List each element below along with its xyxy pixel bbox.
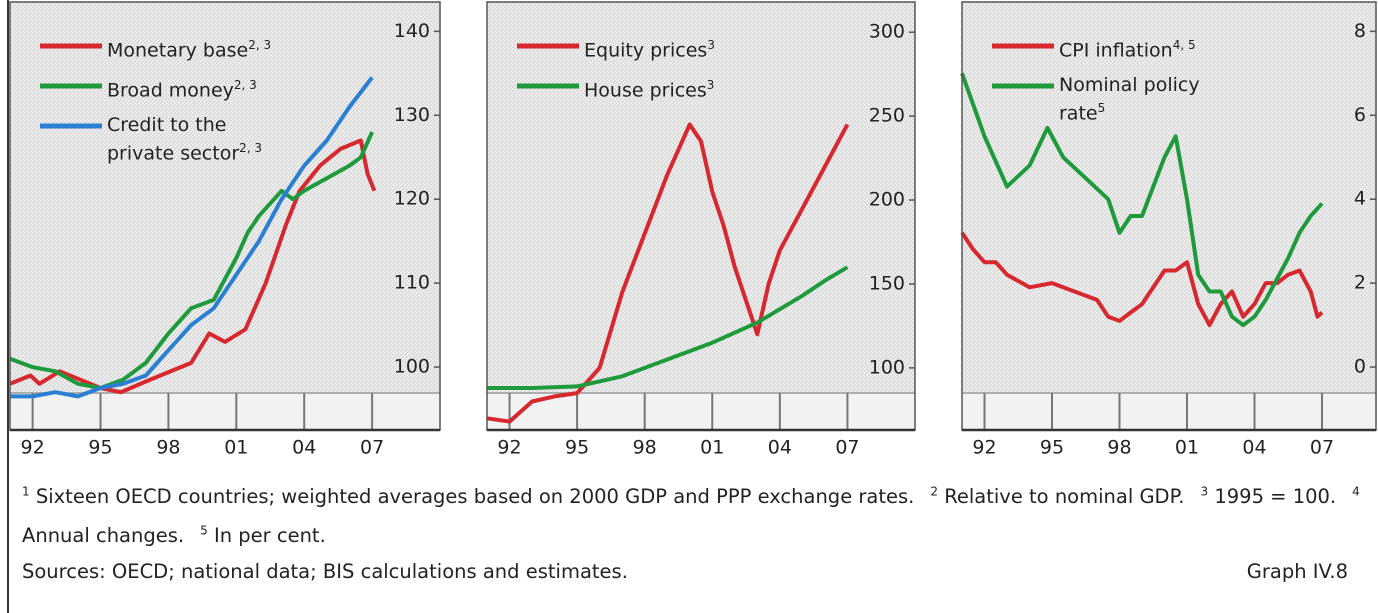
x-tick-label: 95	[565, 437, 589, 459]
x-tick-label: 98	[1107, 437, 1131, 459]
series-line	[9, 131, 374, 390]
x-tick-label: 92	[497, 437, 521, 459]
series-line	[10, 76, 374, 399]
footnote: 3 1995 = 100.	[1200, 484, 1337, 508]
footnote: 1 Sixteen OECD countries; weighted avera…	[22, 484, 915, 508]
sources: Sources: OECD; national data; BIS calcul…	[22, 560, 628, 583]
y-tick-label: 120	[394, 188, 430, 210]
y-tick-label: 6	[1354, 104, 1366, 126]
y-tick-label: 250	[869, 105, 905, 127]
footnote-text: Sixteen OECD countries; weighted average…	[35, 484, 915, 508]
legend-text: Monetary base	[107, 39, 249, 62]
legend-footnote: 4, 5	[1172, 38, 1196, 52]
legend-entry: Equity prices3	[584, 34, 762, 62]
legend-label: Broad money2, 3	[107, 74, 285, 102]
series-line	[960, 72, 1324, 328]
legend-footnote: 3	[706, 78, 715, 92]
legend-label: CPI inflation4, 5	[1059, 34, 1237, 62]
tick-band	[962, 393, 1376, 430]
legend-label: Equity prices3	[584, 34, 762, 62]
footnote: 5 In per cent.	[200, 523, 326, 548]
tick-band	[487, 393, 915, 430]
legend-entry: Broad money2, 3	[107, 74, 285, 102]
y-tick-label: 2	[1354, 272, 1366, 294]
legend-footnote: 5	[1097, 101, 1106, 115]
footnote-mark: 4	[1352, 484, 1360, 498]
footnote-mark: 5	[200, 523, 208, 538]
series-line	[487, 265, 849, 390]
y-tick-label: 100	[869, 356, 905, 378]
legend-entry: House prices3	[584, 74, 762, 102]
x-tick-label: 04	[292, 437, 316, 459]
footnotes: 1 Sixteen OECD countries; weighted avera…	[22, 474, 1362, 553]
y-tick-label: 300	[869, 21, 905, 43]
legend-footnote: 2, 3	[239, 141, 263, 155]
footnote-text: In per cent.	[213, 524, 326, 547]
y-tick-label: 200	[869, 189, 905, 211]
y-tick-label: 150	[869, 272, 905, 294]
footnote: 4 Annual changes.	[22, 484, 1360, 547]
legend-footnote: 3	[707, 38, 715, 52]
footnote: 2 Relative to nominal GDP.	[930, 484, 1185, 508]
footnote-mark: 1	[22, 484, 30, 498]
footnote-mark: 3	[1200, 484, 1209, 498]
x-tick-label: 07	[835, 437, 859, 459]
legend-text: Nominal policy rate	[1059, 74, 1200, 125]
x-tick-label: 04	[768, 437, 792, 459]
y-tick-label: 0	[1354, 356, 1366, 378]
legend-text: Credit to the private sector	[107, 114, 240, 165]
x-tick-label: 95	[88, 437, 112, 459]
legend-label: Monetary base2, 3	[107, 34, 285, 62]
legend-entry: Credit to the private sector2, 3	[107, 114, 285, 165]
footnote-text: 1995 = 100.	[1214, 484, 1337, 508]
y-tick-label: 4	[1354, 188, 1366, 210]
plot-background	[962, 2, 1376, 430]
x-tick-label: 04	[1242, 437, 1266, 459]
legend-entry: Nominal policy rate5	[1059, 74, 1237, 125]
legend-label: Credit to the private sector2, 3	[107, 114, 285, 165]
x-tick-label: 98	[633, 437, 657, 459]
x-tick-label: 07	[1310, 437, 1334, 459]
legend-label: House prices3	[584, 74, 762, 102]
x-tick-label: 98	[156, 437, 180, 459]
series-line	[960, 231, 1324, 328]
footnote-text: Relative to nominal GDP.	[944, 484, 1185, 508]
legend-text: House prices	[584, 79, 707, 102]
x-tick-label: 01	[224, 437, 248, 459]
legend-label: Nominal policy rate5	[1059, 74, 1237, 125]
x-tick-label: 92	[972, 437, 996, 459]
legend-footnote: 2, 3	[233, 78, 257, 92]
series-line	[9, 138, 377, 395]
series-line	[486, 122, 850, 424]
graph-label: Graph IV.8	[1246, 560, 1348, 583]
plot-background	[10, 2, 440, 430]
y-tick-label: 100	[394, 356, 430, 378]
legend-text: Broad money	[107, 79, 234, 102]
x-tick-label: 01	[1175, 437, 1199, 459]
legend-text: CPI inflation	[1059, 39, 1173, 62]
y-tick-label: 140	[394, 20, 430, 42]
legend-entry: CPI inflation4, 5	[1059, 34, 1237, 62]
x-tick-label: 07	[360, 437, 384, 459]
legend-text: Equity prices	[584, 39, 708, 62]
y-tick-label: 110	[394, 272, 430, 294]
tick-band	[10, 393, 440, 430]
legend-footnote: 2, 3	[248, 38, 272, 52]
plot-background	[487, 2, 915, 430]
x-tick-label: 95	[1040, 437, 1064, 459]
frame-line	[7, 0, 9, 613]
y-tick-label: 8	[1354, 20, 1366, 42]
x-tick-label: 92	[21, 437, 45, 459]
x-tick-label: 01	[700, 437, 724, 459]
footnote-mark: 2	[930, 484, 938, 498]
y-tick-label: 130	[394, 104, 430, 126]
footnote-text: Annual changes.	[22, 524, 185, 547]
legend-entry: Monetary base2, 3	[107, 34, 285, 62]
